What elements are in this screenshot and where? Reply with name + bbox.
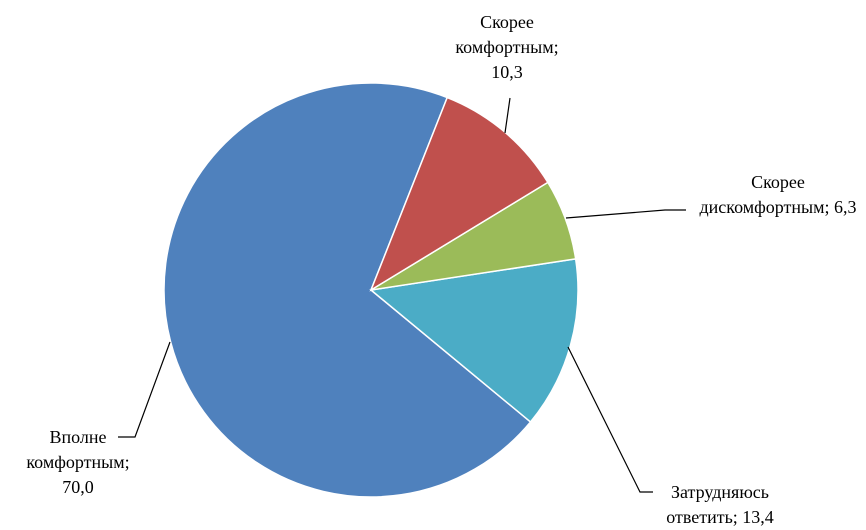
label-part: ; xyxy=(824,197,835,217)
data-label: Скорее дискомфортным; 6,3 xyxy=(688,170,866,220)
leader-line xyxy=(504,97,511,134)
leader-line xyxy=(565,209,686,219)
pie-slice xyxy=(369,258,579,424)
data-label: Вполне комфортным; 70,0 xyxy=(18,425,138,500)
label-part: 10,3 xyxy=(491,62,523,82)
data-label: Скорее комфортным; 10,3 xyxy=(452,10,562,85)
leader-line xyxy=(567,346,653,493)
label-part: ; xyxy=(124,452,130,472)
data-label: Затрудняюсь ответить; 13,4 xyxy=(640,480,800,530)
label-part: Затрудняюсь ответить xyxy=(666,482,769,527)
label-part: 13,4 xyxy=(742,507,774,527)
label-part: Скорее комфортным xyxy=(455,12,554,57)
label-part: Вполне комфортным xyxy=(26,427,125,472)
leader-line xyxy=(118,341,171,438)
label-part: 6,3 xyxy=(834,197,857,217)
label-part: 70,0 xyxy=(62,477,94,497)
pie-slice xyxy=(163,82,532,498)
label-part: ; xyxy=(732,507,743,527)
pie-slice xyxy=(369,96,549,292)
label-part: Скорее дискомфортным xyxy=(699,172,825,217)
label-part: ; xyxy=(553,37,559,57)
